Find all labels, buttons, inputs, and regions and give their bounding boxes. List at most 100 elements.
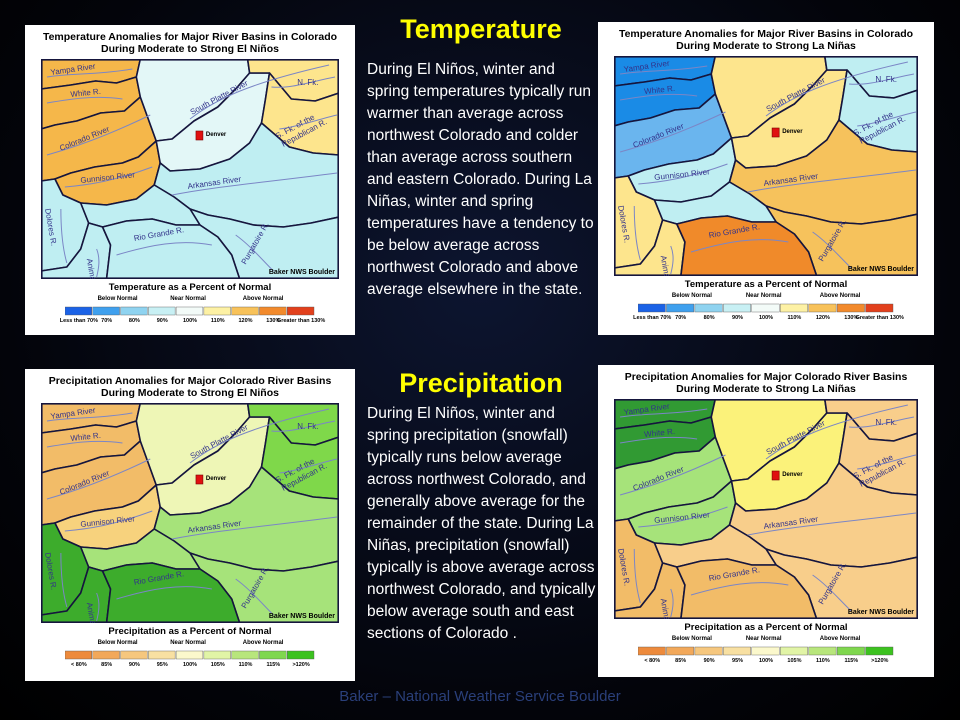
legend-swatch: [836, 303, 865, 313]
legend-tick: Greater than 130%: [276, 318, 326, 324]
legend-swatch: [231, 650, 259, 660]
legend-tick: 110%: [787, 315, 802, 321]
river-line: [765, 61, 908, 117]
river-label-white: White R.: [70, 431, 101, 443]
legend-swatch: [65, 650, 92, 660]
legend-title: Precipitation as a Percent of Normal: [108, 626, 272, 637]
denver-label: Denver: [782, 129, 803, 135]
legend-tick: 100%: [182, 318, 198, 324]
river-line: [812, 231, 852, 269]
legend-tick: 115%: [266, 662, 281, 668]
legend-tick: 90%: [703, 658, 715, 664]
legend-tick: < 80%: [644, 658, 661, 664]
legend-swatch: [231, 306, 259, 316]
legend-tick: Less than 70%: [633, 315, 672, 321]
legend-swatch: [808, 303, 837, 313]
river-line: [812, 574, 852, 612]
legend-title: Temperature as a Percent of Normal: [684, 279, 848, 290]
map-title-line1: Temperature Anomalies for Major River Ba…: [42, 31, 338, 43]
legend-swatch: [780, 646, 808, 656]
river-line: [64, 166, 153, 188]
legend-swatch: [65, 306, 92, 316]
river-line: [765, 404, 908, 460]
precipitation-text: During El Niños, winter and spring preci…: [367, 405, 596, 642]
river-line: [46, 96, 123, 104]
map-panel-temp-la-nina: Temperature Anomalies for Major River Ba…: [598, 22, 934, 335]
legend-swatch: [259, 650, 287, 660]
legend-swatch: [120, 306, 148, 316]
basin-rio-grande: [101, 218, 241, 279]
river-line: [60, 552, 68, 608]
denver-label: Denver: [205, 476, 227, 482]
river-line: [279, 458, 338, 474]
denver-marker: [771, 470, 780, 481]
river-line: [619, 436, 698, 444]
river-label-n-fk: N. Fk.: [875, 418, 897, 427]
legend-tick: Less than 70%: [59, 318, 98, 324]
river-line: [690, 582, 789, 596]
legend-category: Below Normal: [97, 640, 138, 646]
legend-swatch: [694, 646, 723, 656]
legend-tick: 110%: [210, 318, 225, 324]
river-line: [46, 440, 123, 448]
legend-swatch: [203, 650, 231, 660]
river-line: [235, 234, 274, 272]
river-line: [279, 114, 338, 130]
basin-rio-grande: [676, 558, 818, 619]
map-credit: Baker NWS Boulder: [847, 266, 914, 273]
map-credit: Baker NWS Boulder: [847, 609, 914, 616]
river-line: [96, 592, 100, 622]
legend-category: Near Normal: [745, 293, 782, 299]
river-line: [60, 208, 68, 264]
legend-swatch: [694, 303, 723, 313]
map-title-line2: During Moderate to Strong El Niños: [101, 387, 279, 399]
precipitation-heading: Precipitation: [399, 368, 563, 398]
legend-category: Above Normal: [819, 293, 861, 299]
map-panel-precip-el-nino: Precipitation Anomalies for Major Colora…: [25, 369, 355, 681]
river-line: [46, 114, 151, 156]
river-line: [46, 458, 151, 500]
legend-swatch: [287, 650, 315, 660]
legend-tick: 95%: [732, 658, 744, 664]
legend-swatch: [259, 306, 287, 316]
legend-swatch: [865, 646, 894, 656]
legend-category: Below Normal: [671, 636, 712, 642]
legend-title: Precipitation as a Percent of Normal: [684, 622, 848, 633]
denver-label: Denver: [782, 472, 803, 478]
river-line: [189, 408, 330, 464]
river-line: [633, 205, 641, 261]
legend-swatch: [808, 646, 837, 656]
map-credit: Baker NWS Boulder: [268, 613, 335, 620]
river-label-white: White R.: [644, 84, 676, 96]
denver-label: Denver: [205, 132, 227, 138]
legend-swatch: [175, 650, 204, 660]
legend-tick: 95%: [156, 662, 168, 668]
river-line: [690, 239, 789, 253]
legend-tick: >120%: [871, 658, 889, 664]
legend-colorbar: [638, 303, 894, 313]
map-credit: Baker NWS Boulder: [268, 269, 335, 276]
legend-tick: 105%: [210, 662, 225, 668]
legend-tick: 90%: [156, 318, 168, 324]
legend-tick: 120%: [815, 315, 830, 321]
river-line: [857, 454, 917, 470]
river-line: [747, 512, 917, 536]
legend-category: Near Normal: [170, 296, 206, 302]
state-border: [41, 403, 339, 623]
legend-tick: 110%: [815, 658, 830, 664]
legend-tick: 70%: [675, 315, 687, 321]
legend-colorbar: [638, 646, 894, 656]
river-line: [116, 586, 212, 600]
denver-marker: [195, 474, 204, 485]
river-line: [638, 506, 728, 528]
legend-tick: 130%: [266, 318, 281, 324]
legend-swatch: [638, 303, 666, 313]
legend-swatch: [751, 303, 780, 313]
legend-category: Near Normal: [745, 636, 782, 642]
river-line: [638, 163, 728, 185]
temperature-heading: Temperature: [400, 14, 562, 44]
river-label-white: White R.: [70, 87, 101, 99]
legend-swatch: [148, 306, 176, 316]
